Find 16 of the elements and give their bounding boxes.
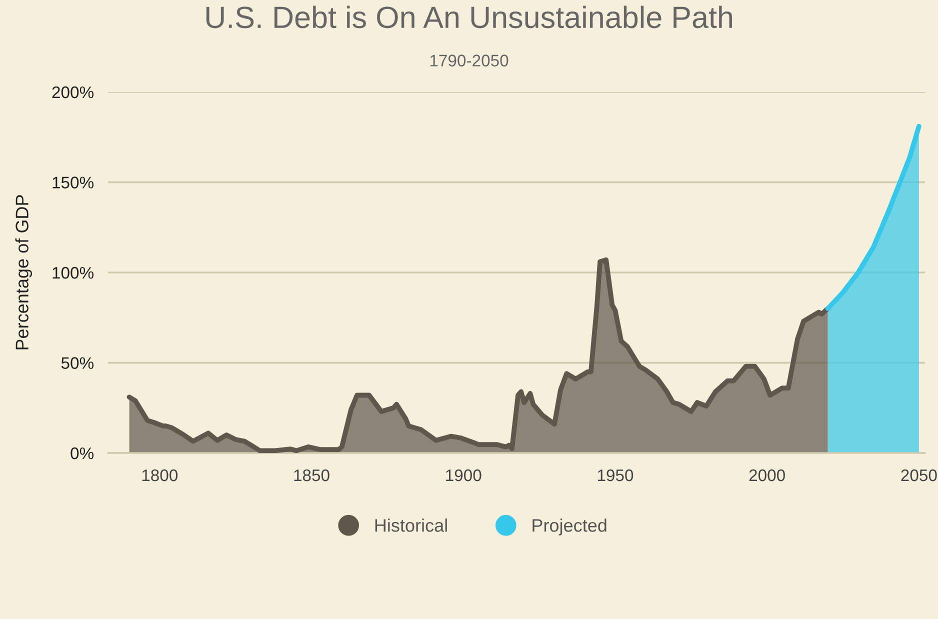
y-tick-label: 200%	[52, 86, 94, 98]
chart-title: U.S. Debt is On An Unsustainable Path	[206, 6, 732, 28]
legend-label: Historical	[375, 518, 447, 532]
y-tick-label: 0%	[70, 447, 94, 460]
x-tick-label: 1900	[446, 469, 482, 482]
legend-label: Projected	[532, 518, 606, 536]
y-tick-label: 50%	[61, 357, 94, 369]
x-tick-label: 1850	[294, 469, 330, 482]
x-tick-label: 2050	[901, 469, 937, 482]
y-tick-label: 150%	[52, 176, 94, 188]
y-tick-label: 100%	[52, 266, 94, 279]
y-axis-title: Percentage of GDP	[15, 195, 32, 350]
x-tick-label: 1950	[598, 469, 634, 482]
chart-subtitle: 1790-2050	[430, 54, 508, 66]
x-tick-label: 1800	[142, 469, 178, 482]
x-tick-label: 2000	[749, 469, 785, 482]
